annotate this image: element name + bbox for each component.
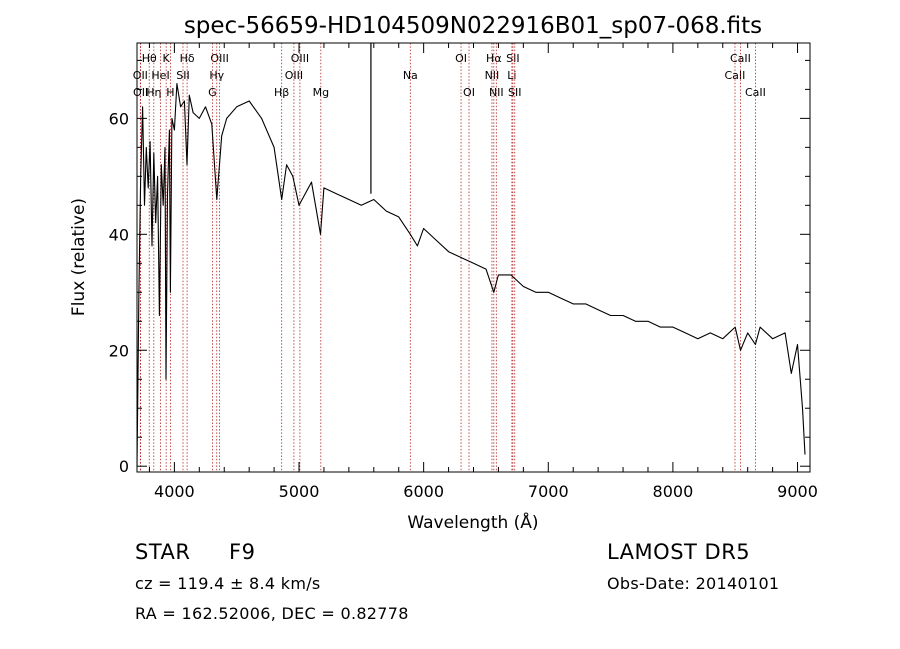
line-label-14: OIII — [291, 52, 309, 65]
object-subclass: F9 — [229, 540, 256, 564]
line-label-24: SII — [508, 86, 521, 99]
line-label-20: Hα — [486, 52, 502, 65]
line-label-11: G — [208, 86, 217, 99]
x-tick-label-4000: 4000 — [154, 482, 195, 501]
chart-title: spec-56659-HD104509N022916B01_sp07-068.f… — [184, 13, 762, 39]
line-label-0: Hθ — [142, 52, 157, 65]
line-label-10: Hγ — [209, 69, 224, 82]
spectrum-line — [136, 83, 806, 467]
line-label-17: OI — [455, 52, 467, 65]
object-class: STAR — [135, 540, 191, 564]
y-tick-label-60: 60 — [109, 109, 129, 128]
x-tick-label-7000: 7000 — [528, 482, 569, 501]
plot-frame — [136, 42, 811, 473]
y-axis-label: Flux (relative) — [69, 198, 89, 316]
x-axis-label: Wavelength (Å) — [407, 511, 538, 533]
redshift-velocity: cz = 119.4 ± 8.4 km/s — [135, 574, 321, 593]
y-tick-label-20: 20 — [109, 341, 129, 360]
line-label-26: CaII — [730, 52, 751, 65]
line-label-22: SII — [506, 52, 519, 65]
line-label-16: Na — [403, 69, 418, 82]
line-label-8: SII — [176, 69, 189, 82]
line-label-27: CaII — [745, 86, 766, 99]
x-tick-label-6000: 6000 — [403, 482, 444, 501]
line-label-15: Mg — [313, 86, 329, 99]
line-label-7: Hδ — [180, 52, 195, 65]
x-tick-label-8000: 8000 — [653, 482, 694, 501]
line-label-5: K — [163, 52, 171, 65]
x-tick-label-5000: 5000 — [279, 482, 320, 501]
line-label-25: CaII — [725, 69, 746, 82]
y-tick-label-0: 0 — [119, 457, 129, 476]
line-label-21: NII — [489, 86, 504, 99]
line-label-23: Li — [507, 69, 516, 82]
line-label-3: Hη — [146, 86, 161, 99]
line-label-6: H — [166, 86, 174, 99]
line-label-13: OIII — [285, 69, 303, 82]
line-label-4: HeI — [151, 69, 169, 82]
y-tick-label-40: 40 — [109, 225, 129, 244]
line-label-12: Hβ — [274, 86, 289, 99]
survey-name: LAMOST DR5 — [607, 540, 751, 564]
line-label-9: OIII — [210, 52, 228, 65]
observation-date: Obs-Date: 20140101 — [607, 574, 780, 593]
line-label-18: OI — [463, 86, 475, 99]
coordinates: RA = 162.52006, DEC = 0.82778 — [135, 604, 409, 623]
line-label-19: NII — [485, 69, 500, 82]
x-tick-label-9000: 9000 — [777, 482, 818, 501]
